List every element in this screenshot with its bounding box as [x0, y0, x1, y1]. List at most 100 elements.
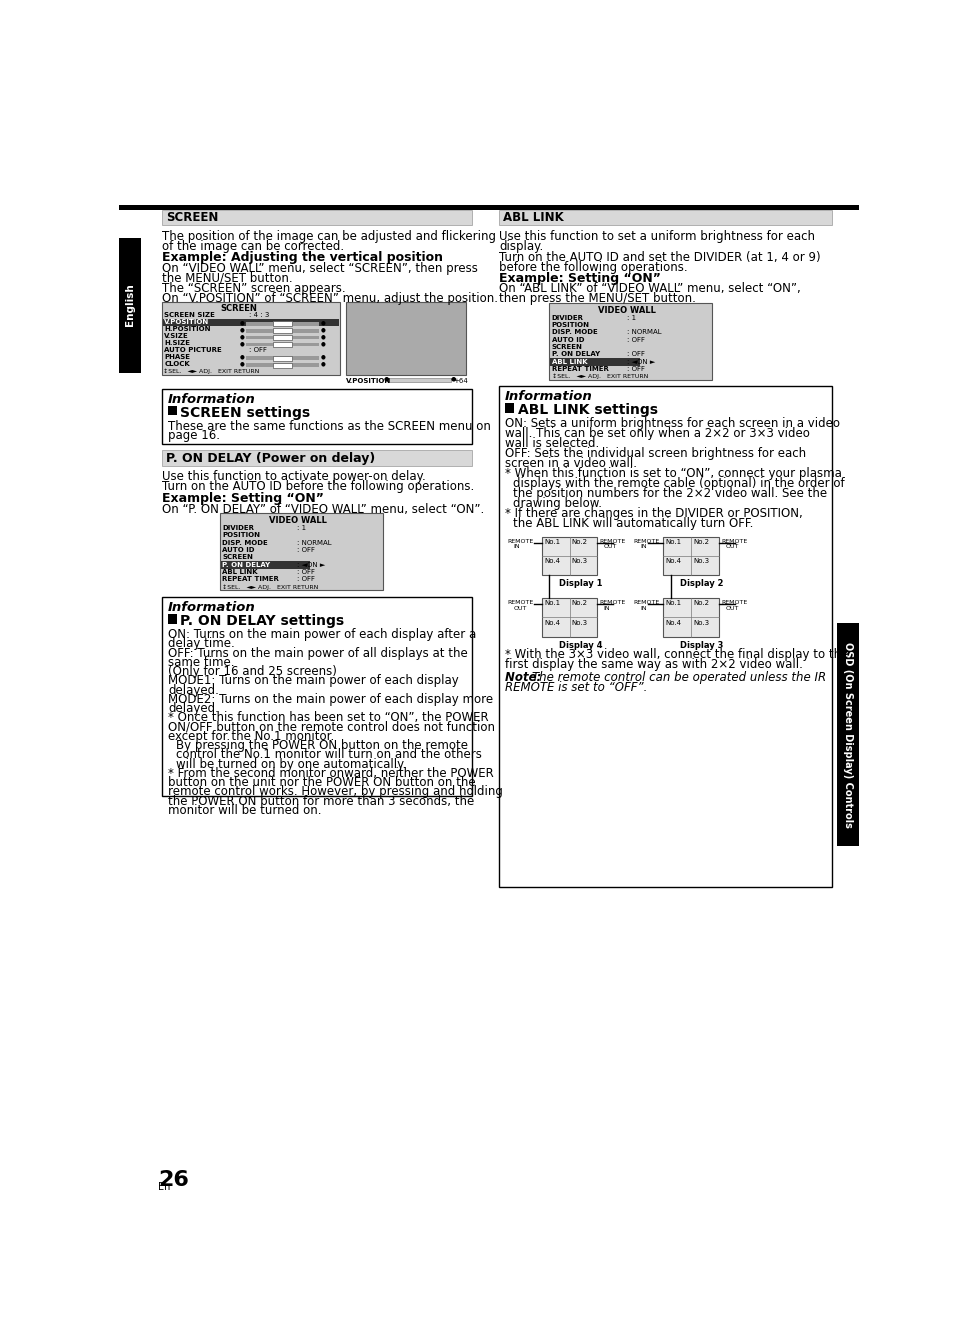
Text: No.2: No.2 [571, 539, 587, 545]
Text: On “V.POSITION” of “SCREEN” menu, adjust the position.: On “V.POSITION” of “SCREEN” menu, adjust… [162, 292, 497, 304]
Text: then press the MENU/SET button.: then press the MENU/SET button. [498, 292, 695, 306]
Text: On “VIDEO WALL” menu, select “SCREEN”, then press: On “VIDEO WALL” menu, select “SCREEN”, t… [162, 261, 477, 275]
Text: No.1: No.1 [665, 539, 681, 545]
Text: REMOTE: REMOTE [599, 539, 625, 544]
Text: No.4: No.4 [543, 559, 559, 564]
Text: No.3: No.3 [693, 619, 709, 626]
Text: SCREEN: SCREEN [222, 555, 253, 560]
Text: : OFF: : OFF [626, 351, 644, 358]
Text: ●: ● [239, 320, 244, 326]
Text: : OFF: : OFF [249, 347, 267, 354]
Bar [498, 386, 831, 887]
Bar [273, 322, 292, 327]
Text: : ◄ON ►: : ◄ON ► [297, 561, 325, 568]
Text: : NORMAL: : NORMAL [297, 540, 332, 545]
Text: Display 4: Display 4 [558, 641, 601, 650]
Bar [273, 335, 292, 340]
Text: : OFF: : OFF [297, 570, 315, 575]
Text: No.1: No.1 [543, 539, 559, 545]
Bar [245, 335, 319, 339]
Text: Turn on the AUTO ID and set the DIVIDER (at 1, 4 or 9): Turn on the AUTO ID and set the DIVIDER … [498, 251, 820, 264]
Text: (Only for 16 and 25 screens): (Only for 16 and 25 screens) [168, 665, 336, 678]
Text: control the No.1 monitor will turn on and the others: control the No.1 monitor will turn on an… [175, 748, 481, 761]
Text: SCREEN SIZE: SCREEN SIZE [164, 312, 214, 319]
Text: DIVIDER: DIVIDER [551, 315, 583, 320]
Text: REMOTE: REMOTE [720, 539, 747, 544]
Bar [245, 356, 319, 360]
Text: By pressing the POWER ON button on the remote: By pressing the POWER ON button on the r… [175, 740, 467, 752]
Text: English: English [125, 284, 135, 326]
Bar [220, 513, 382, 591]
Text: REMOTE: REMOTE [720, 600, 747, 606]
Text: ●: ● [383, 377, 389, 382]
Text: Example: Setting “ON”: Example: Setting “ON” [498, 272, 660, 284]
Bar [505, 403, 514, 413]
Bar [168, 406, 177, 415]
Text: The “SCREEN” screen appears.: The “SCREEN” screen appears. [162, 281, 345, 295]
Text: IN: IN [639, 544, 646, 549]
Text: SCREEN: SCREEN [551, 344, 582, 350]
Text: SCREEN settings: SCREEN settings [180, 406, 311, 419]
Text: VIDEO WALL: VIDEO WALL [598, 306, 656, 315]
Text: POSITION: POSITION [551, 322, 589, 328]
Text: REMOTE: REMOTE [507, 600, 534, 606]
Text: En: En [158, 1182, 171, 1191]
Text: displays with the remote cable (optional) in the order of: displays with the remote cable (optional… [513, 477, 843, 490]
Text: ●: ● [320, 340, 325, 346]
Text: will be turned on by one automatically.: will be turned on by one automatically. [175, 757, 406, 770]
Text: * With the 3×3 video wall, connect the final display to the: * With the 3×3 video wall, connect the f… [505, 649, 847, 661]
Text: IN: IN [513, 544, 519, 549]
Bar [550, 358, 639, 366]
Bar [549, 303, 711, 381]
Bar [168, 614, 177, 623]
Text: CLOCK: CLOCK [164, 360, 190, 367]
Text: ●: ● [239, 355, 244, 360]
Text: No.4: No.4 [665, 559, 680, 564]
Text: ●: ● [451, 377, 456, 382]
Text: page 16.: page 16. [168, 429, 220, 442]
Text: No.3: No.3 [693, 559, 709, 564]
Text: drawing below.: drawing below. [513, 497, 601, 511]
Bar [662, 598, 719, 636]
Text: On “ABL LINK” of “VIDEO WALL” menu, select “ON”,: On “ABL LINK” of “VIDEO WALL” menu, sele… [498, 283, 800, 295]
Text: Note:: Note: [505, 671, 545, 685]
Text: DIVIDER: DIVIDER [222, 525, 254, 531]
Bar [273, 342, 292, 347]
Text: REPEAT TIMER: REPEAT TIMER [222, 576, 279, 582]
Text: Example: Setting “ON”: Example: Setting “ON” [162, 492, 323, 505]
Text: OUT: OUT [724, 544, 738, 549]
Text: ↕SEL.   ◄► ADJ.   EXIT RETURN: ↕SEL. ◄► ADJ. EXIT RETURN [163, 369, 259, 374]
Text: No.4: No.4 [665, 619, 680, 626]
Text: : OFF: : OFF [297, 576, 315, 582]
Text: SCREEN: SCREEN [166, 210, 218, 224]
Text: ↕SEL.   ◄► ADJ.   EXIT RETURN: ↕SEL. ◄► ADJ. EXIT RETURN [551, 374, 647, 379]
Text: OFF: Sets the individual screen brightness for each: OFF: Sets the individual screen brightne… [505, 448, 805, 460]
Text: ●: ● [320, 334, 325, 339]
Bar [162, 389, 472, 444]
Text: : OFF: : OFF [626, 336, 644, 343]
Text: ON: Turns on the main power of each display after a: ON: Turns on the main power of each disp… [168, 628, 476, 641]
Bar [273, 363, 292, 369]
Text: V.SIZE: V.SIZE [164, 334, 189, 339]
Bar [119, 237, 141, 373]
Text: MODE2: Turns on the main power of each display more: MODE2: Turns on the main power of each d… [168, 693, 493, 706]
Text: wall. This can be set only when a 2×2 or 3×3 video: wall. This can be set only when a 2×2 or… [505, 427, 809, 441]
Text: the MENU/SET button.: the MENU/SET button. [162, 272, 293, 284]
Text: Information: Information [168, 393, 255, 406]
Bar [245, 363, 319, 367]
Text: ●: ● [320, 355, 325, 360]
Text: ●: ● [239, 327, 244, 332]
Text: Information: Information [505, 390, 593, 403]
Text: monitor will be turned on.: monitor will be turned on. [168, 804, 321, 817]
Text: OFF: Turns on the main power of all displays at the: OFF: Turns on the main power of all disp… [168, 647, 467, 659]
Bar [389, 378, 451, 382]
Text: ABL LINK: ABL LINK [551, 359, 587, 364]
Text: H.POSITION: H.POSITION [164, 327, 211, 332]
Bar [119, 205, 858, 210]
Text: of the image can be corrected.: of the image can be corrected. [162, 240, 344, 253]
Text: No.1: No.1 [543, 600, 559, 607]
Text: MODE1: Turns on the main power of each display: MODE1: Turns on the main power of each d… [168, 674, 458, 687]
Text: P. ON DELAY (Power on delay): P. ON DELAY (Power on delay) [166, 452, 375, 465]
Text: On “P. ON DELAY” of “VIDEO WALL” menu, select “ON”.: On “P. ON DELAY” of “VIDEO WALL” menu, s… [162, 504, 483, 516]
Text: No.2: No.2 [571, 600, 587, 607]
